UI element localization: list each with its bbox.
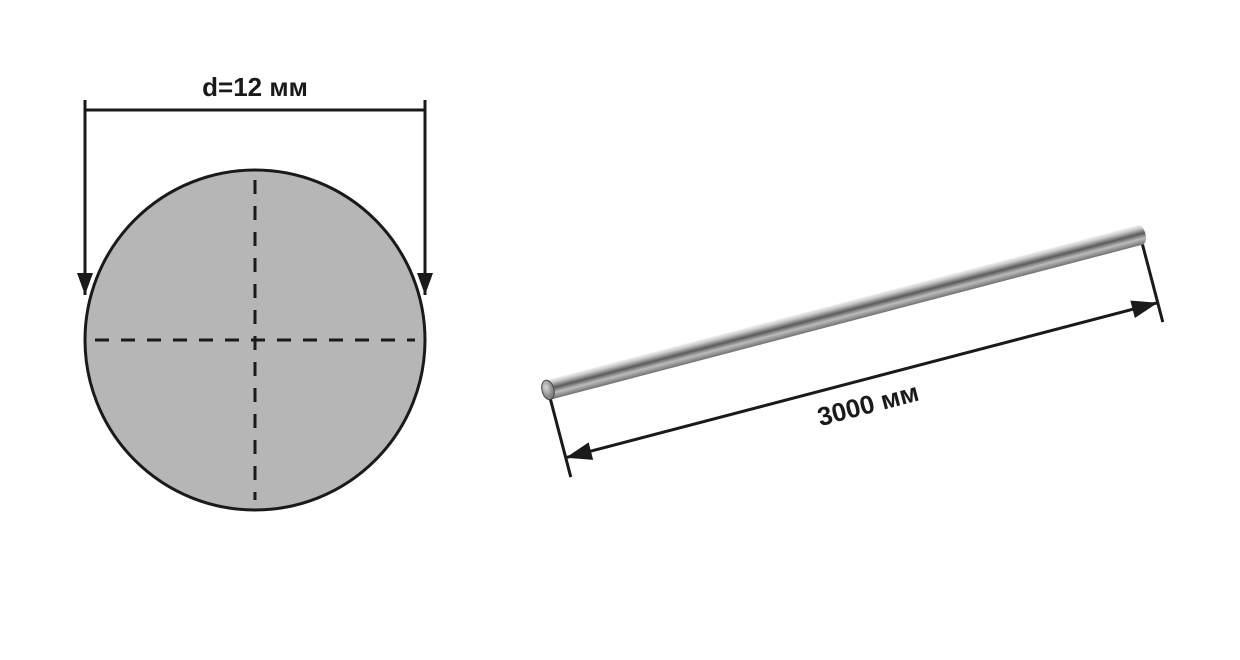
rod-cylinder bbox=[545, 225, 1142, 399]
diameter-label: d=12 мм bbox=[202, 72, 308, 102]
rod-body: 3000 мм bbox=[540, 224, 1174, 498]
cross-section-view: d=12 мм bbox=[77, 72, 433, 510]
technical-drawing: d=12 мм 3000 мм bbox=[0, 0, 1240, 660]
length-leader-left bbox=[551, 400, 571, 477]
rod-side-view: 3000 мм bbox=[540, 224, 1174, 498]
length-label: 3000 мм bbox=[814, 377, 922, 432]
length-dim-line bbox=[566, 303, 1158, 458]
